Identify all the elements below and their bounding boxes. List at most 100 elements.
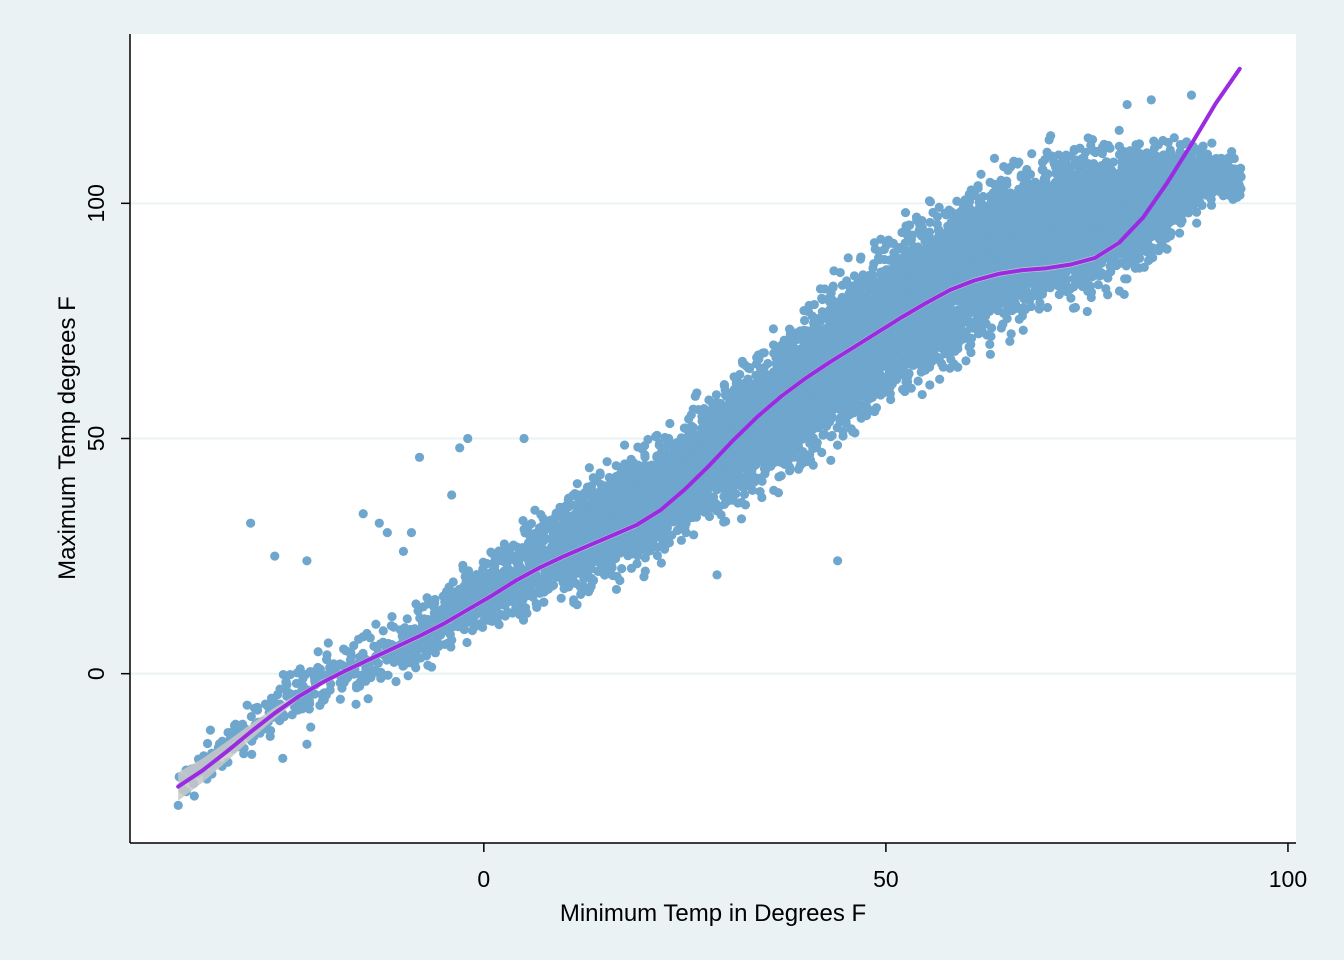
scatter-point (743, 363, 754, 373)
scatter-point (463, 566, 474, 576)
scatter-point (740, 500, 751, 510)
scatter-point (260, 699, 271, 709)
scatter-point (337, 660, 347, 670)
scatter-point (242, 700, 252, 710)
scatter-point (387, 612, 397, 622)
scatter-point (640, 566, 650, 576)
scatter-point (664, 538, 674, 548)
scatter-point (252, 705, 263, 715)
scatter-point (478, 622, 488, 632)
scatter-point (832, 440, 843, 450)
scatter-point (246, 711, 256, 722)
scatter-point (556, 593, 566, 603)
scatter-point (736, 514, 747, 524)
scatter-point (665, 418, 675, 429)
scatter-point (273, 689, 283, 700)
scatter-point (584, 463, 594, 473)
scatter-points (173, 90, 1246, 810)
scatter-point (689, 530, 699, 540)
scatter-point (310, 689, 320, 699)
scatter-point (497, 600, 508, 610)
scatter-point (579, 574, 589, 584)
scatter-point (313, 647, 323, 657)
scatter-point (759, 348, 769, 358)
scatter-point (345, 655, 356, 665)
scatter-point (542, 574, 552, 584)
scatter-point (719, 517, 729, 527)
scatter-point (365, 633, 375, 643)
scatter-point (547, 581, 557, 591)
scatter-point (731, 489, 741, 499)
scatter-point (619, 440, 630, 450)
scatter-point (323, 638, 333, 648)
scatter-point (827, 430, 837, 441)
scatter-point (692, 388, 702, 398)
scatter-point (202, 738, 213, 749)
scatter-point (711, 390, 722, 400)
scatter-point (828, 282, 838, 293)
scatter-point (305, 698, 315, 709)
scatter-point (526, 519, 537, 529)
scatter-point (247, 749, 257, 759)
scatter-point (643, 547, 653, 557)
scatter-point (292, 668, 302, 678)
scatter-point (445, 629, 455, 640)
scatter-point (827, 412, 837, 422)
scatter-point (809, 299, 819, 310)
scatter-point (652, 430, 662, 440)
scatter-point (402, 614, 412, 624)
scatter-point (704, 511, 715, 522)
scatter-point (652, 550, 663, 561)
scatter-point (576, 589, 586, 599)
scatter-point (539, 597, 549, 607)
scatter-point (572, 600, 582, 610)
scatter-point (773, 488, 784, 498)
scatter-point (617, 564, 627, 574)
scatter-point (615, 575, 625, 586)
scatter-point (804, 452, 814, 462)
scatter-point (282, 679, 292, 690)
scatter-point (588, 575, 599, 585)
scatter-point (410, 658, 420, 668)
scatter-point (572, 479, 582, 489)
scatter-point (755, 487, 765, 497)
scatter-point (643, 434, 653, 445)
scatter-point (817, 447, 827, 458)
scatter-point (285, 669, 295, 680)
scatter-point (351, 699, 361, 709)
scatter-point (337, 683, 347, 693)
scatter-point (607, 562, 617, 573)
scatter-point (371, 619, 381, 629)
scatter-point (843, 253, 853, 263)
scatter-point (430, 594, 440, 605)
scatter-point (776, 471, 786, 481)
scatter-point (373, 658, 383, 668)
scatter-point (763, 358, 773, 369)
scatter-point (378, 626, 388, 636)
scatter-point (868, 272, 878, 282)
scatter-point (835, 267, 845, 278)
scatter-point (522, 608, 532, 619)
scatter-point (518, 516, 528, 526)
scatter-point (325, 685, 335, 695)
scatter-point (626, 454, 636, 464)
scatter-point (611, 584, 622, 595)
scatter-point (355, 681, 365, 691)
scatter-point (532, 602, 542, 612)
scatter-point (462, 637, 472, 648)
scatter-point (632, 559, 642, 569)
scatter-point (322, 655, 332, 665)
scatter-point (676, 535, 687, 545)
scatter-point (871, 403, 882, 413)
scatter-point (687, 421, 697, 431)
scatter-point (602, 457, 612, 467)
scatter-point (848, 426, 858, 437)
scatter-point (719, 381, 730, 391)
scatter-point (438, 626, 448, 637)
scatter-point (656, 558, 666, 568)
scatter-point (514, 557, 524, 567)
scatter-point (838, 426, 848, 436)
scatter-point (620, 459, 630, 469)
scatter-point (494, 620, 504, 630)
